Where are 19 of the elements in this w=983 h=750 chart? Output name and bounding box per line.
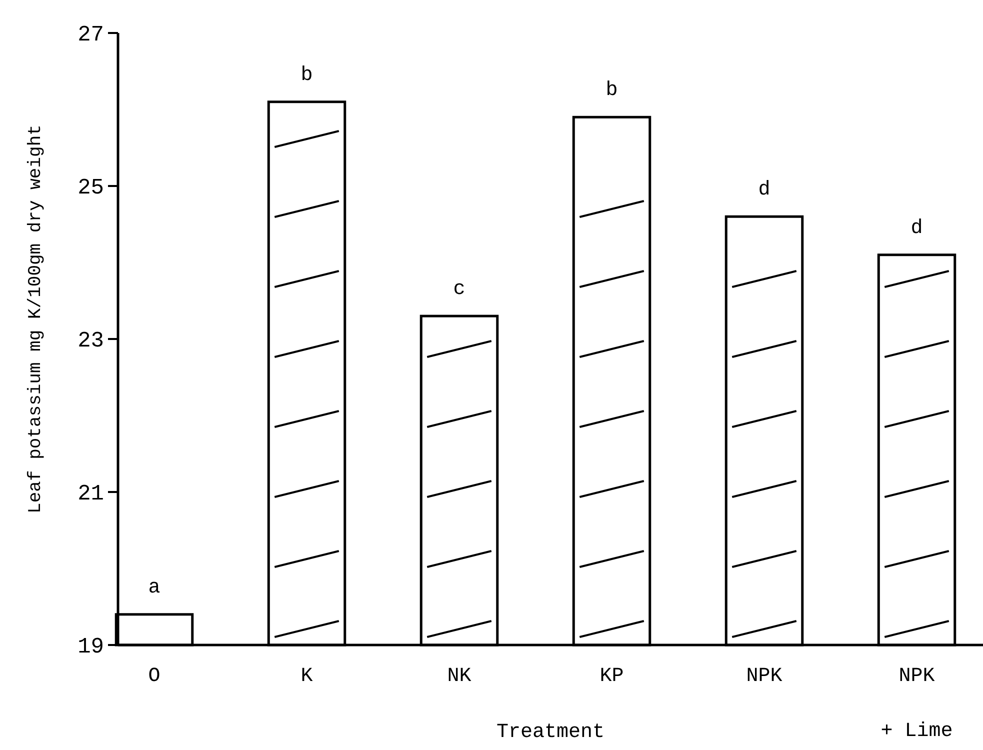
annotation: d [910,216,923,240]
x-tick-label: NK [447,665,472,688]
x-tick-label: KP [600,665,624,688]
y-axis-title: Leaf potassium mg K/100gm dry weight [26,124,46,514]
annotation: b [606,79,618,102]
annotation: a [148,576,160,600]
y-tick-label: 19 [78,634,104,660]
y-tick-label: 23 [78,328,104,354]
x-tick-label: K [300,665,313,688]
y-tick-label: 25 [78,176,104,201]
y-tick-label: 27 [78,22,104,48]
y-tick-label: 21 [78,482,104,507]
annotation: d [758,178,770,202]
x-tick-label: NPK [746,665,782,688]
annotation: c [453,278,466,302]
x-tick-label: O [148,665,160,688]
x-axis-title: Treatment [496,721,605,744]
category-label: NPK + Lime [880,665,953,743]
annotation: b [300,64,313,87]
